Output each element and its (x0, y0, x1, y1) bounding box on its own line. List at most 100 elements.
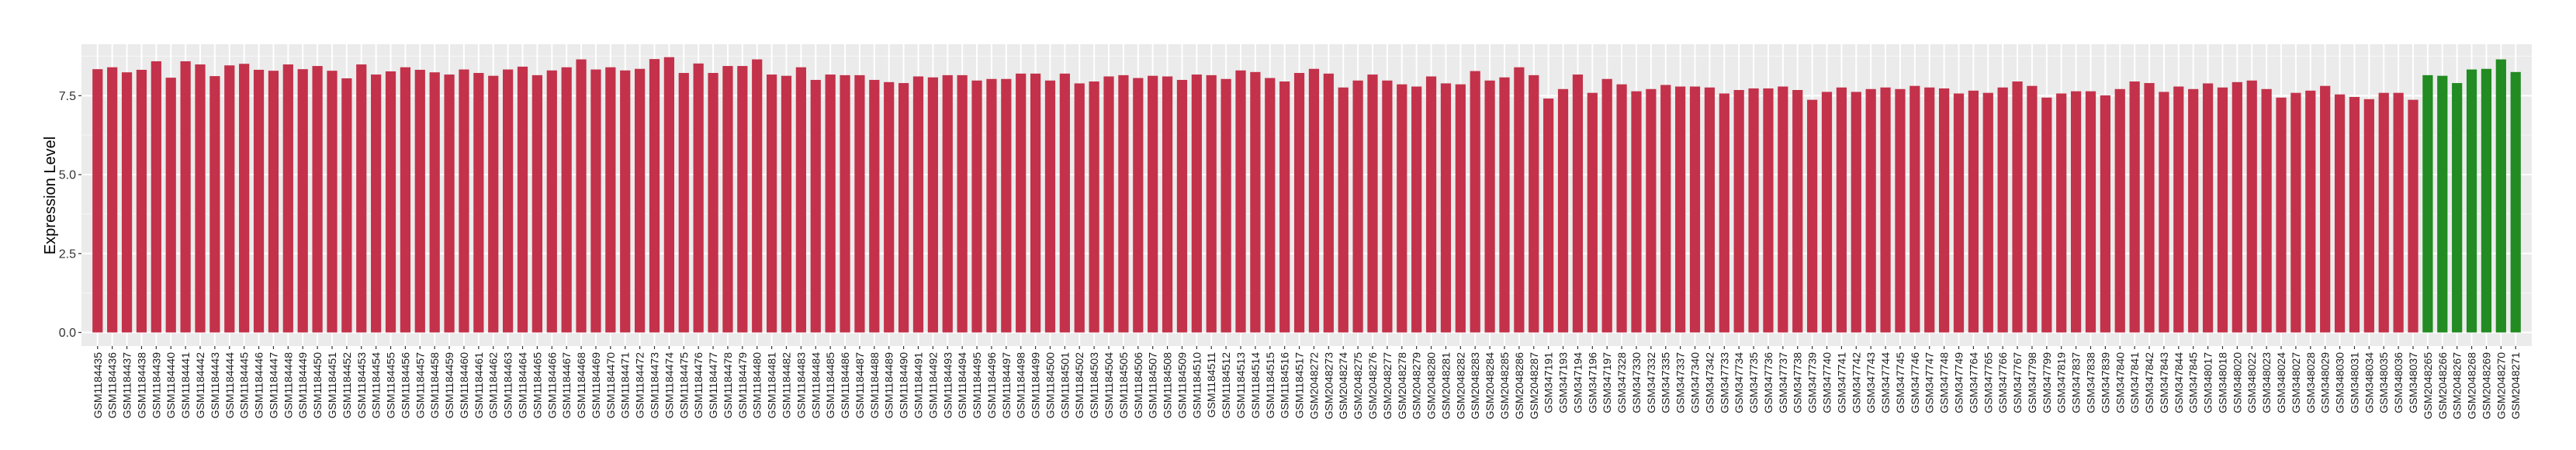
x-tick-label: GSM1184498 (1015, 352, 1027, 419)
bar-GSM2048267 (2452, 83, 2463, 333)
x-tick-label: GSM1184488 (868, 352, 881, 419)
bar-GSM347743 (1865, 88, 1876, 333)
x-tick-label: GSM1184508 (1162, 352, 1174, 419)
x-tick-label: GSM1184473 (649, 352, 661, 419)
bar-GSM1184488 (869, 79, 880, 333)
x-tick-label: GSM1184446 (253, 352, 265, 419)
x-tick-label: GSM2048273 (1322, 352, 1335, 420)
bar-GSM347342 (1704, 87, 1716, 333)
x-tick-label: GSM1184449 (296, 352, 309, 419)
bar-GSM347740 (1821, 92, 1833, 333)
x-tick-label: GSM1184507 (1147, 352, 1159, 419)
x-tick-label: GSM1184442 (194, 352, 206, 419)
bar-GSM1184463 (503, 69, 514, 333)
bar-GSM2048282 (1455, 84, 1466, 333)
x-tick-label: GSM347191 (1542, 352, 1555, 414)
bar-GSM347737 (1778, 86, 1788, 333)
x-tick-label: GSM2048281 (1439, 352, 1452, 420)
x-tick-label: GSM1184459 (443, 352, 455, 419)
x-tick-label: GSM1184466 (545, 352, 558, 419)
x-tick-label: GSM1184477 (707, 352, 719, 419)
bar-GSM1184459 (444, 74, 455, 333)
bar-GSM347765 (1982, 92, 1993, 333)
x-tick-label: GSM347746 (1909, 352, 1921, 414)
y-axis-title: Expression Level (42, 137, 59, 254)
x-tick-label: GSM1184467 (560, 352, 573, 419)
x-tick-label: GSM1184456 (399, 352, 411, 419)
bar-GSM347734 (1733, 90, 1744, 333)
bar-GSM348028 (2305, 90, 2316, 333)
x-tick-label: GSM1184491 (912, 352, 924, 419)
bar-GSM348020 (2231, 81, 2242, 333)
x-tick-label: GSM1184515 (1264, 352, 1276, 419)
y-tick-label: 2.5 (59, 248, 76, 261)
x-tick-label: GSM1184484 (809, 352, 822, 419)
bar-GSM347741 (1836, 87, 1847, 333)
bar-GSM1184499 (1030, 73, 1041, 333)
x-tick-label: GSM347735 (1747, 352, 1760, 414)
x-tick-label: GSM1184504 (1103, 352, 1115, 419)
bar-GSM1184500 (1044, 80, 1056, 333)
bar-GSM347328 (1616, 84, 1627, 333)
bar-GSM347749 (1953, 93, 1965, 333)
bar-GSM1184448 (282, 64, 293, 333)
bar-GSM1184479 (737, 66, 748, 333)
bar-GSM1184452 (341, 78, 352, 333)
bar-GSM2048275 (1352, 80, 1363, 333)
x-tick-label: GSM2048284 (1484, 352, 1496, 420)
x-tick-label: GSM1184461 (473, 352, 485, 419)
bar-GSM1184445 (239, 64, 250, 333)
bar-GSM347799 (2041, 97, 2052, 333)
bar-GSM1184455 (385, 71, 396, 333)
x-tick-label: GSM1184444 (223, 352, 236, 419)
bar-GSM347744 (1880, 87, 1891, 333)
bar-GSM1184462 (488, 75, 499, 333)
x-tick-label: GSM348030 (2334, 352, 2346, 414)
x-tick-label: GSM347843 (2158, 352, 2170, 414)
bar-GSM1184443 (209, 76, 220, 333)
bar-GSM347840 (2114, 88, 2125, 333)
x-tick-label: GSM347197 (1601, 352, 1613, 414)
bar-GSM1184468 (576, 59, 587, 333)
x-tick-label: GSM1184436 (106, 352, 119, 419)
x-tick-label: GSM1184472 (634, 352, 646, 419)
bar-GSM1184487 (854, 74, 865, 333)
bar-GSM2048278 (1397, 84, 1407, 333)
bar-GSM347842 (2144, 83, 2155, 333)
x-tick-label: GSM1184499 (1030, 352, 1042, 419)
x-tick-label: GSM347733 (1718, 352, 1730, 414)
bar-GSM1184457 (414, 69, 425, 333)
x-tick-label: GSM2048271 (2509, 352, 2522, 420)
bar-GSM347845 (2188, 88, 2199, 333)
x-tick-label: GSM2048268 (2466, 352, 2478, 420)
x-tick-label: GSM347332 (1645, 352, 1657, 414)
bar-GSM347745 (1895, 88, 1906, 333)
bar-GSM348037 (2408, 99, 2418, 333)
x-axis: GSM1184435 GSM1184436 GSM1184437 GSM1184438… (92, 346, 2522, 419)
bar-GSM2048284 (1484, 80, 1495, 333)
bar-GSM1184504 (1103, 76, 1114, 333)
x-tick-label: GSM1184460 (458, 352, 470, 419)
bar-GSM1184485 (825, 74, 836, 333)
x-tick-label: GSM347335 (1660, 352, 1672, 414)
bar-GSM347736 (1763, 88, 1774, 333)
bar-GSM2048268 (2466, 69, 2477, 333)
bar-GSM1184442 (195, 64, 206, 333)
bar-GSM1184497 (1001, 78, 1012, 333)
bar-GSM2048266 (2437, 75, 2448, 333)
x-tick-label: GSM2048278 (1396, 352, 1408, 420)
bar-GSM1184491 (912, 76, 924, 333)
x-tick-label: GSM1184443 (209, 352, 221, 419)
x-tick-label: GSM1184510 (1190, 352, 1203, 419)
x-tick-label: GSM347741 (1835, 352, 1847, 414)
bar-GSM347748 (1938, 88, 1950, 333)
bar-GSM2048285 (1499, 77, 1510, 333)
x-tick-label: GSM1184486 (839, 352, 851, 419)
x-tick-label: GSM347844 (2173, 352, 2185, 414)
x-tick-label: GSM347328 (1615, 352, 1628, 414)
bar-GSM1184467 (561, 67, 572, 333)
x-tick-label: GSM1184454 (370, 352, 383, 419)
x-tick-label: GSM347340 (1689, 352, 1702, 414)
x-tick-label: GSM1184462 (487, 352, 500, 419)
x-tick-label: GSM347342 (1703, 352, 1716, 414)
